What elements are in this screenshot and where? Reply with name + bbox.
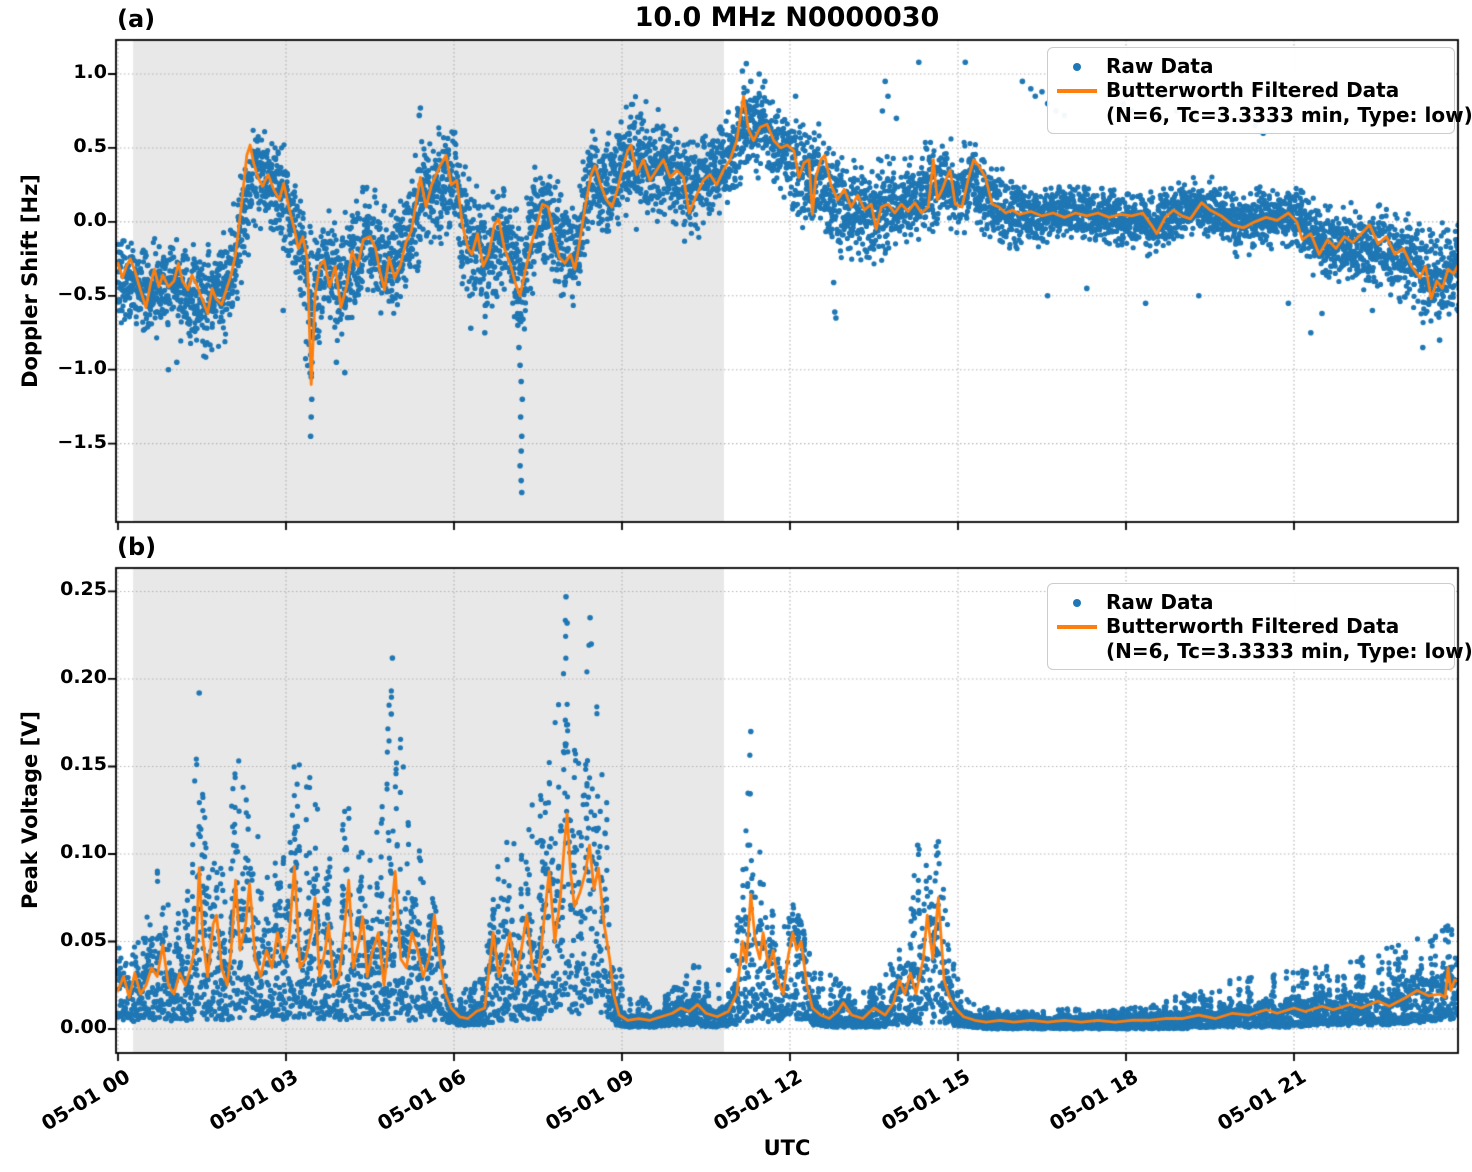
legend: Raw Data Butterworth Filtered Data (N=6, T… <box>1047 583 1472 671</box>
legend-item-label: Raw Data <box>1106 54 1214 78</box>
legend-item: Raw Data <box>1048 54 1446 78</box>
y-tick-label: 1.0 <box>73 61 107 83</box>
legend-item: Butterworth Filtered Data (N=6, Tc=3.3333… <box>1048 614 1472 663</box>
legend-item: Butterworth Filtered Data (N=6, Tc=3.3333… <box>1048 78 1472 127</box>
panel-b-ylabel: Peak Voltage [V] <box>18 710 42 910</box>
y-tick-label: 0.05 <box>60 928 107 951</box>
y-tick-label: 0.10 <box>60 840 107 863</box>
raw-data-dot-icon <box>1073 63 1081 71</box>
y-tick-label: 0.0 <box>73 208 107 231</box>
x-axis-label: UTC <box>763 1136 811 1160</box>
filtered-line-icon <box>1057 89 1097 94</box>
y-tick-label: −1.0 <box>57 356 107 379</box>
y-tick-label: 0.15 <box>60 753 107 776</box>
y-tick-label: 0.25 <box>60 578 107 601</box>
y-tick-label: −1.5 <box>57 430 107 453</box>
panel-b-tag: (b) <box>117 533 157 561</box>
y-tick-label: 0.00 <box>60 1016 107 1039</box>
legend-item: Raw Data <box>1048 590 1446 614</box>
y-tick-label: −0.5 <box>57 282 107 305</box>
chart-title: 10.0 MHz N0000030 <box>634 2 940 33</box>
filtered-line-icon <box>1057 625 1097 630</box>
panel-a-tag: (a) <box>117 5 156 33</box>
y-tick-label: 0.5 <box>73 134 107 157</box>
y-tick-label: 0.20 <box>60 665 107 688</box>
legend-item-label: Butterworth Filtered Data (N=6, Tc=3.3333… <box>1106 614 1472 663</box>
legend-item-label: Raw Data <box>1106 590 1214 614</box>
legend: Raw Data Butterworth Filtered Data (N=6, T… <box>1047 47 1472 135</box>
raw-data-dot-icon <box>1073 599 1081 607</box>
legend-item-label: Butterworth Filtered Data (N=6, Tc=3.3333… <box>1106 78 1472 127</box>
